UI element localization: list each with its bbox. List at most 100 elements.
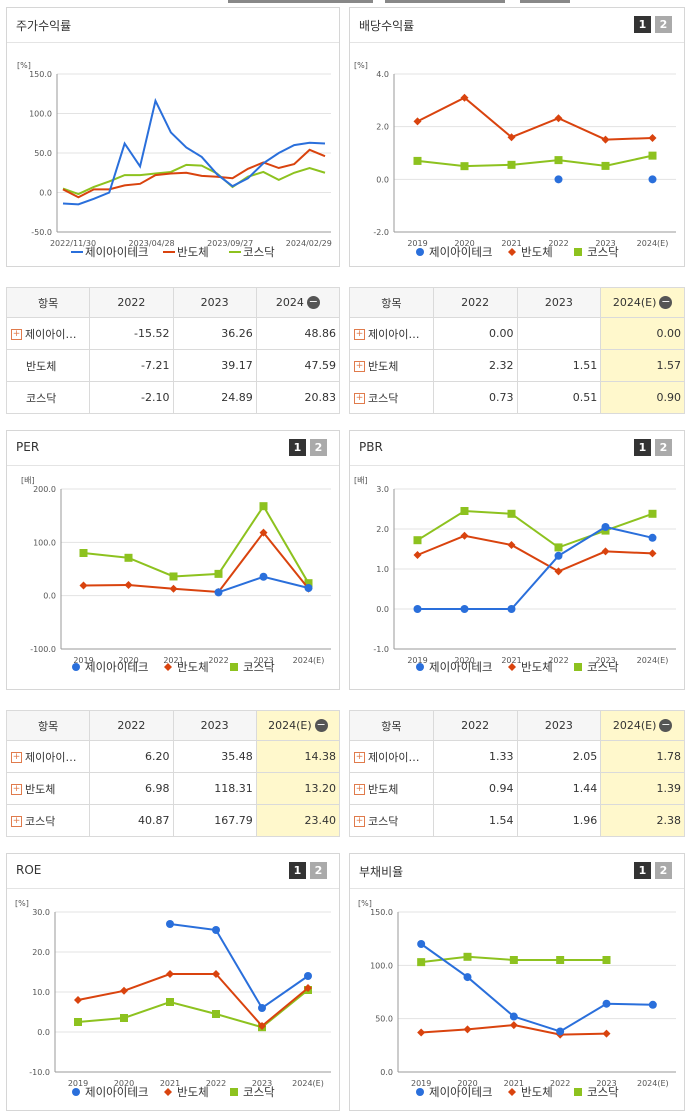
expand-row-icon[interactable]: + bbox=[354, 752, 365, 763]
y-tick-label: 0.0 bbox=[376, 175, 389, 184]
y-tick-label: 100.0 bbox=[29, 110, 52, 119]
y-tick-label: 100.0 bbox=[370, 961, 393, 970]
view-1-button[interactable]: 1 bbox=[289, 439, 306, 456]
series-line-2 bbox=[417, 96, 653, 141]
stock-return-chart: [%]150.0 100.0 50.0 0.0 -50.0 2022/11/30 2023/… bbox=[17, 61, 332, 259]
data-point bbox=[507, 160, 516, 169]
data-point bbox=[509, 956, 518, 964]
data-point bbox=[166, 998, 174, 1006]
collapse-column-icon[interactable]: − bbox=[659, 718, 673, 733]
legend-label: 반도체 bbox=[521, 660, 553, 674]
stock-return-panel: 주가수익률 [%] 150.0 100.0 50.0 0.0 -50.0 2022/11/3… bbox=[6, 7, 340, 267]
legend-label: 코스닥 bbox=[587, 245, 619, 259]
data-point bbox=[601, 547, 610, 556]
expand-row-icon[interactable]: + bbox=[354, 816, 365, 827]
view-2-button[interactable]: 2 bbox=[655, 16, 672, 33]
data-point bbox=[602, 956, 611, 964]
data-point bbox=[554, 156, 563, 165]
y-tick-label: 0.0 bbox=[37, 1028, 50, 1037]
top-tab-remnant bbox=[228, 0, 373, 3]
collapse-column-icon[interactable]: − bbox=[659, 295, 673, 310]
table-cell: 48.86 bbox=[255, 317, 341, 350]
view-1-button[interactable]: 1 bbox=[634, 439, 651, 456]
panel-title: 배당수익률 bbox=[359, 19, 415, 33]
table-cell: 1.51 bbox=[516, 349, 602, 382]
table-cell: 118.31 bbox=[172, 772, 257, 805]
legend-label: 제이아이테크 bbox=[429, 1085, 492, 1099]
table-cell: 167.79 bbox=[172, 804, 257, 837]
table-row: 반도체 -7.21 39.17 47.59 bbox=[5, 349, 341, 382]
table-header: 항목 bbox=[5, 710, 91, 741]
row-label: 반도체 bbox=[26, 359, 57, 373]
view-2-button[interactable]: 2 bbox=[655, 439, 672, 456]
view-1-button[interactable]: 1 bbox=[634, 16, 651, 33]
legend-label: 반도체 bbox=[521, 1085, 553, 1099]
data-point bbox=[304, 972, 312, 980]
table-header: 2024− bbox=[255, 287, 341, 318]
table-cell: 0.90 bbox=[600, 381, 685, 414]
data-point bbox=[259, 528, 268, 537]
legend-marker bbox=[508, 248, 516, 256]
table-row: + 제이아이… 0.00 0.00 bbox=[349, 317, 685, 350]
view-1-button[interactable]: 1 bbox=[289, 862, 306, 879]
panel-title: PER bbox=[16, 440, 40, 454]
x-tick-label: 2019 bbox=[407, 239, 427, 248]
expand-row-icon[interactable]: + bbox=[11, 752, 22, 763]
series-line-2 bbox=[417, 534, 653, 573]
view-1-button[interactable]: 1 bbox=[634, 862, 651, 879]
table-cell: 1.39 bbox=[600, 772, 685, 805]
legend-marker bbox=[574, 248, 582, 256]
x-tick-label: 2021 bbox=[501, 656, 521, 665]
data-point bbox=[212, 970, 220, 978]
legend-label: 제이아이테크 bbox=[429, 660, 492, 674]
header-label: 2024 bbox=[275, 295, 304, 309]
expand-row-icon[interactable]: + bbox=[354, 361, 365, 372]
row-label: 반도체 bbox=[25, 782, 56, 796]
y-tick-label: 50.0 bbox=[375, 1015, 393, 1024]
row-label: 제이아이… bbox=[368, 327, 420, 341]
x-tick-label: 2023 bbox=[595, 656, 615, 665]
y-tick-label: 100.0 bbox=[33, 538, 56, 547]
data-point bbox=[507, 133, 516, 142]
row-label: 코스닥 bbox=[368, 814, 399, 828]
unit-label: [배] bbox=[354, 476, 368, 485]
header-label: 2022 bbox=[461, 719, 490, 732]
expand-row-icon[interactable]: + bbox=[354, 784, 365, 795]
table-cell: 1.33 bbox=[432, 740, 518, 773]
collapse-column-icon[interactable]: − bbox=[314, 718, 328, 733]
x-tick-label: 2022 bbox=[548, 239, 568, 248]
expand-row-icon[interactable]: + bbox=[11, 784, 22, 795]
series-line-3 bbox=[417, 154, 653, 168]
x-tick-label: 2023 bbox=[253, 656, 273, 665]
collapse-column-icon[interactable]: − bbox=[306, 295, 320, 310]
y-tick-label: -1.0 bbox=[373, 645, 389, 654]
header-label: 2023 bbox=[200, 719, 229, 732]
x-tick-label: 2020 bbox=[457, 1079, 477, 1088]
expand-row-icon[interactable]: + bbox=[354, 393, 365, 404]
table-cell: 20.83 bbox=[255, 381, 341, 414]
data-point bbox=[212, 1010, 220, 1018]
view-2-button[interactable]: 2 bbox=[310, 862, 327, 879]
table-cell: 39.17 bbox=[172, 349, 257, 382]
table-header: 2022 bbox=[432, 287, 518, 318]
legend-marker bbox=[416, 1088, 424, 1096]
y-tick-label: 3.0 bbox=[376, 485, 389, 494]
view-2-button[interactable]: 2 bbox=[310, 439, 327, 456]
data-point bbox=[648, 509, 657, 518]
table-row: + 제이아이… 1.33 2.05 1.78 bbox=[349, 740, 685, 773]
legend-label: 반도체 bbox=[177, 1085, 209, 1099]
data-point bbox=[166, 920, 174, 928]
top-tab-remnant bbox=[520, 0, 570, 3]
stock-return-table: 항목 2022 2023 2024− + 제이아이… -15.52 36.26 48.86 반도체… bbox=[5, 287, 341, 414]
legend-marker bbox=[164, 1088, 172, 1096]
unit-label: [%] bbox=[15, 899, 29, 908]
data-point bbox=[509, 1012, 518, 1021]
expand-row-icon[interactable]: + bbox=[11, 329, 22, 340]
table-header: 2023 bbox=[172, 710, 257, 741]
x-tick-label: 2021 bbox=[504, 1079, 524, 1088]
data-point bbox=[554, 543, 563, 552]
expand-row-icon[interactable]: + bbox=[354, 329, 365, 340]
view-2-button[interactable]: 2 bbox=[655, 862, 672, 879]
expand-row-icon[interactable]: + bbox=[11, 816, 22, 827]
